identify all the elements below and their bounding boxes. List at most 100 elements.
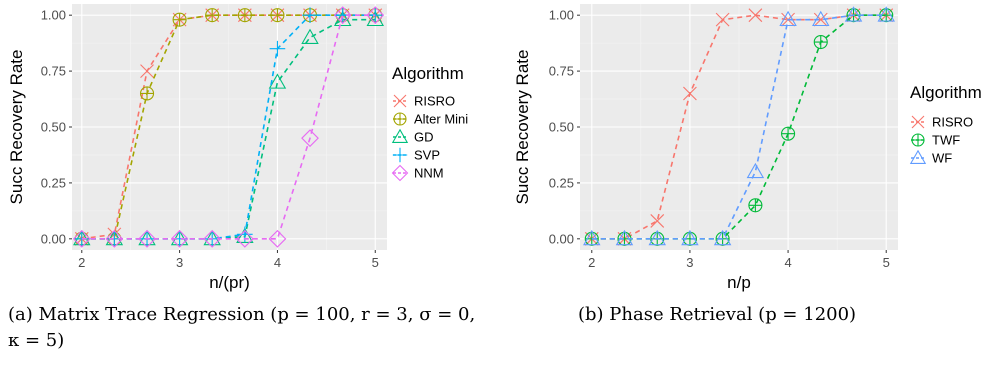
data-point [269, 40, 286, 57]
x-tick-label: 2 [588, 255, 595, 270]
data-point [301, 28, 319, 44]
legend-item: Alter Mini [393, 112, 468, 127]
data-point [812, 10, 830, 27]
legend-label: TWF [932, 133, 960, 148]
x-tick-label: 4 [274, 255, 281, 270]
data-point [583, 229, 601, 246]
data-point [748, 8, 763, 23]
legend: Algorithm RISRO Alter Mini GD SVP NNM [391, 64, 468, 182]
y-tick-label: 0.25 [549, 175, 574, 190]
x-tick-label: 3 [686, 255, 693, 270]
data-point [205, 8, 220, 23]
legend-item: WF [909, 149, 952, 166]
legend-key-marker [391, 164, 409, 182]
legend-label: SVP [414, 148, 440, 163]
x-tick-label: 4 [784, 255, 791, 270]
series-wf [583, 6, 895, 246]
data-point [140, 64, 154, 78]
chart-panel-b: 2 3 4 5 0.00 0.25 0.50 0.75 1.00 n/p Succ Recovery… [513, 4, 982, 292]
legend-key-marker [909, 149, 927, 164]
legend-title: Algorithm [392, 64, 464, 83]
data-point [781, 126, 796, 141]
legend-label: RISRO [932, 115, 973, 130]
legend-item: SVP [392, 147, 440, 163]
x-tick-label: 3 [176, 255, 183, 270]
data-point [779, 10, 797, 27]
legend-label: NNM [414, 166, 444, 181]
legend: Algorithm RISRO TWF WF [909, 83, 982, 166]
data-point [844, 6, 863, 22]
legend-item: RISRO [393, 94, 455, 109]
chart-panel-a: 2 3 4 5 0.00 0.25 0.50 0.75 1.00 n/(pr) Succ Recov… [7, 4, 468, 292]
legend-key-marker [911, 115, 925, 129]
data-point [746, 162, 765, 179]
y-axis-title: Succ Recovery Rate [513, 50, 532, 205]
legend-key-marker [392, 147, 408, 163]
data-point [72, 229, 91, 248]
legend-item: RISRO [911, 115, 973, 130]
legend-key-marker [393, 94, 407, 108]
legend-key-marker [391, 128, 409, 143]
data-point [648, 229, 666, 246]
data-point [302, 7, 318, 23]
data-point [650, 214, 665, 228]
y-tick-label: 0.50 [549, 120, 574, 135]
data-point [877, 6, 895, 22]
caption-b: (b) Phase Retrieval (p = 1200) [578, 304, 857, 325]
data-point [203, 229, 222, 248]
legend-key-marker [393, 112, 407, 126]
legend-label: GD [414, 130, 434, 145]
data-point [615, 229, 634, 246]
legend-label: Alter Mini [414, 112, 468, 127]
data-point [333, 6, 352, 25]
data-point [73, 231, 90, 247]
series-nnm [72, 6, 385, 248]
legend-item: GD [391, 128, 434, 145]
data-point [237, 8, 252, 23]
legend-item: TWF [911, 133, 960, 148]
data-point [366, 6, 385, 25]
data-point [105, 229, 124, 248]
data-point [170, 229, 189, 248]
legend-label: RISRO [414, 94, 455, 109]
legend-key-marker [911, 133, 925, 147]
data-point [236, 227, 254, 243]
series-line [591, 14, 887, 240]
x-tick-label: 2 [78, 255, 85, 270]
data-point [748, 198, 763, 213]
y-tick-label: 0.75 [549, 64, 574, 79]
data-point [813, 34, 828, 50]
data-point [268, 229, 287, 248]
data-point [301, 129, 319, 148]
data-point [715, 12, 730, 27]
x-axis-title: n/(pr) [209, 273, 250, 292]
y-tick-label: 0.00 [549, 231, 574, 246]
caption-a: (a) Matrix Trace Regression (p = 100, r … [8, 304, 476, 351]
figure: 2 3 4 5 0.00 0.25 0.50 0.75 1.00 n/(pr) Succ Recov… [7, 4, 982, 292]
x-tick-label: 5 [883, 255, 890, 270]
legend-item: NNM [391, 164, 444, 182]
series-line [591, 14, 887, 240]
legend-label: WF [932, 151, 952, 166]
y-tick-label: 1.00 [549, 8, 574, 23]
x-tick-label: 5 [372, 255, 379, 270]
y-tick-label: 0.75 [41, 64, 66, 79]
y-axis-title: Succ Recovery Rate [7, 50, 26, 205]
y-tick-label: 0.25 [41, 175, 66, 190]
data-point [713, 229, 732, 246]
data-point [270, 8, 285, 23]
y-tick-label: 1.00 [41, 8, 66, 23]
y-tick-label: 0.50 [41, 120, 66, 135]
data-point [683, 86, 697, 101]
data-point [138, 229, 156, 248]
data-point [813, 12, 828, 27]
y-tick-label: 0.00 [41, 231, 66, 246]
data-point [268, 73, 287, 89]
legend-title: Algorithm [910, 83, 982, 102]
data-point [235, 229, 254, 248]
x-axis-title: n/p [727, 273, 751, 292]
data-point [172, 12, 187, 27]
data-point [681, 229, 699, 246]
data-point [139, 86, 155, 101]
series-line [81, 14, 376, 240]
